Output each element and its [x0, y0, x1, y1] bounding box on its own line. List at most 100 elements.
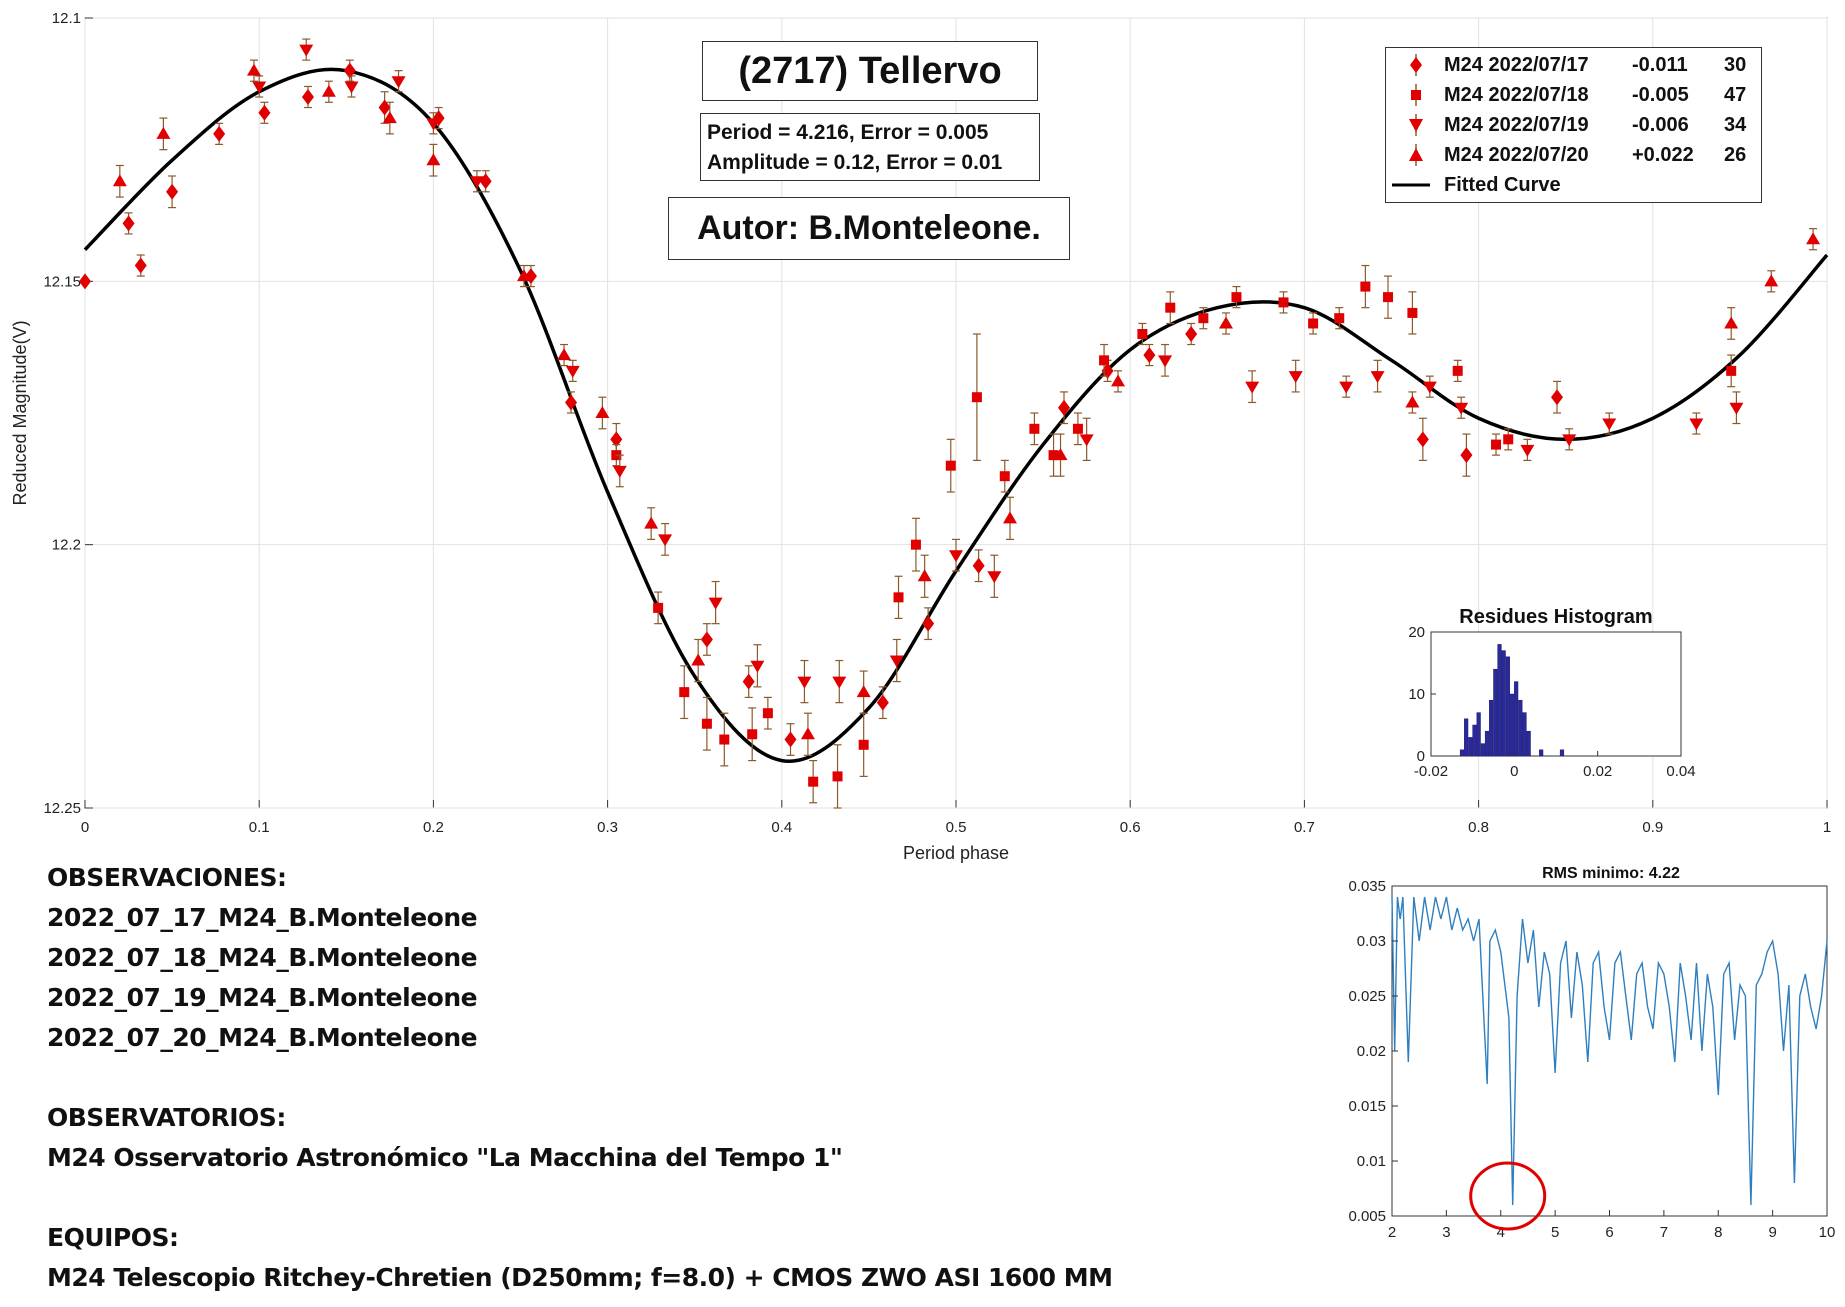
x-axis-label: Period phase [903, 843, 1009, 863]
data-point-square [1308, 318, 1319, 329]
data-point-triangle-up [1053, 448, 1068, 461]
rms-y-tick-label: 0.025 [1348, 988, 1386, 1005]
data-point-diamond [972, 557, 985, 574]
data-point-square [1029, 423, 1040, 434]
histogram-bar [1480, 743, 1485, 757]
data-point-diamond [876, 694, 889, 711]
x-tick-label: 0.9 [1642, 819, 1663, 836]
legend-entry-fitted: Fitted Curve [1386, 170, 1761, 200]
data-point-triangle-down [708, 597, 723, 610]
data-point-triangle-down [1689, 418, 1704, 431]
y-tick-label: 12.25 [43, 800, 81, 817]
data-point-square [999, 471, 1010, 482]
data-point-square [808, 776, 819, 787]
data-point-triangle-down [658, 534, 673, 547]
legend-entry: M24 2022/07/17 -0.011 30 [1386, 50, 1761, 80]
data-point-triangle-up [1405, 395, 1420, 408]
legend-line [1392, 183, 1430, 187]
rms-y-tick-label: 0.03 [1357, 933, 1386, 950]
rms-x-tick-label: 5 [1551, 1224, 1559, 1241]
histogram-bar [1464, 718, 1469, 757]
histogram-bar [1501, 650, 1506, 757]
data-point-square [762, 708, 773, 719]
amplitude-line: Amplitude = 0.12, Error = 0.01 [707, 151, 1003, 174]
data-point-triangle-down [1520, 444, 1535, 457]
legend-count: 34 [1724, 114, 1747, 136]
data-point-diamond [742, 673, 755, 690]
data-point-triangle-up [246, 63, 261, 76]
rms-line [1391, 896, 1828, 1206]
x-tick-label: 0.1 [249, 819, 270, 836]
data-point-square [1072, 423, 1083, 434]
legend-entry: M24 2022/07/18 -0.005 47 [1386, 80, 1761, 110]
data-point-triangle-down [1339, 381, 1354, 394]
x-tick-label: 1 [1823, 819, 1831, 836]
data-point-triangle-down [1370, 371, 1385, 384]
data-point-diamond [258, 104, 271, 121]
legend-label: M24 2022/07/17 [1444, 54, 1589, 76]
data-point-diamond [1185, 326, 1198, 342]
data-point-diamond [1058, 399, 1071, 416]
histogram-bar [1509, 693, 1515, 757]
data-point-triangle-down [252, 81, 267, 94]
data-point-square [1278, 297, 1289, 308]
data-point-triangle-down [1602, 418, 1617, 431]
histogram-bar [1489, 699, 1494, 757]
legend-label: M24 2022/07/18 [1444, 84, 1589, 106]
legend-offset: -0.006 [1632, 114, 1689, 136]
data-point-square [893, 592, 904, 603]
legend-count: 47 [1724, 84, 1747, 106]
rms-x-tick-label: 10 [1819, 1224, 1836, 1241]
data-point-square [971, 392, 982, 403]
data-point-square [910, 539, 921, 550]
period-box: Period = 4.216, Error = 0.005 Amplitude … [700, 113, 1040, 181]
histogram-bar [1497, 644, 1502, 757]
histogram-x-tick-label: -0.02 [1414, 763, 1448, 780]
data-point-triangle-down [1288, 371, 1303, 384]
data-point-square [1099, 355, 1110, 366]
data-point-square [747, 729, 758, 740]
observation-line: 2022_07_20_M24_B.Monteleone [47, 1023, 478, 1052]
rms-y-tick-label: 0.035 [1348, 878, 1386, 895]
rms-periodogram: RMS minimo: 4.22 2 3 4 5 6 7 8 9 10 0.005 0.01 0.01… [1348, 865, 1835, 1241]
equipment-line: M24 Telescopio Ritchey-Chretien (D250mm;… [47, 1263, 1113, 1292]
rms-x-tick-label: 6 [1605, 1224, 1613, 1241]
y-tick-label: 12.15 [43, 273, 81, 290]
legend-offset: -0.011 [1632, 54, 1688, 76]
data-point-square [1165, 302, 1176, 313]
histogram-y-tick-label: 10 [1408, 686, 1425, 703]
data-point-square [1137, 329, 1148, 339]
data-point-triangle-down [469, 176, 484, 189]
data-point-triangle-down [565, 365, 580, 378]
data-point-square [1503, 434, 1514, 445]
data-point-diamond [166, 183, 179, 200]
data-point-diamond [343, 62, 356, 79]
histogram-bar [1505, 656, 1510, 757]
observation-line: 2022_07_18_M24_B.Monteleone [47, 943, 478, 972]
data-point-triangle-up [382, 111, 397, 124]
data-point-square [1491, 439, 1502, 450]
data-point-square [1452, 365, 1463, 376]
data-point-triangle-down [612, 465, 627, 478]
histogram-bar [1514, 681, 1519, 757]
data-point-triangle-down [1158, 355, 1173, 368]
data-point-diamond [301, 89, 314, 105]
period-line: Period = 4.216, Error = 0.005 [707, 121, 989, 144]
data-point-triangle-down [1079, 434, 1094, 447]
data-point-triangle-up [595, 406, 610, 418]
data-points [79, 38, 1821, 809]
histogram-bar [1476, 712, 1481, 757]
x-tick-label: 0 [81, 819, 89, 836]
data-point-triangle-down [1729, 402, 1744, 415]
data-point-square [1383, 292, 1394, 303]
minimum-highlight-circle [1469, 1161, 1547, 1231]
x-tick-label: 0.4 [771, 819, 792, 836]
data-point-diamond [1416, 431, 1429, 448]
data-point-diamond [122, 215, 135, 232]
rms-y-tick-label: 0.015 [1348, 1098, 1386, 1115]
data-point-triangle-down [750, 660, 765, 673]
data-point-triangle-up [691, 653, 706, 666]
x-tick-label: 0.7 [1294, 819, 1315, 836]
histogram-bar [1493, 668, 1498, 757]
